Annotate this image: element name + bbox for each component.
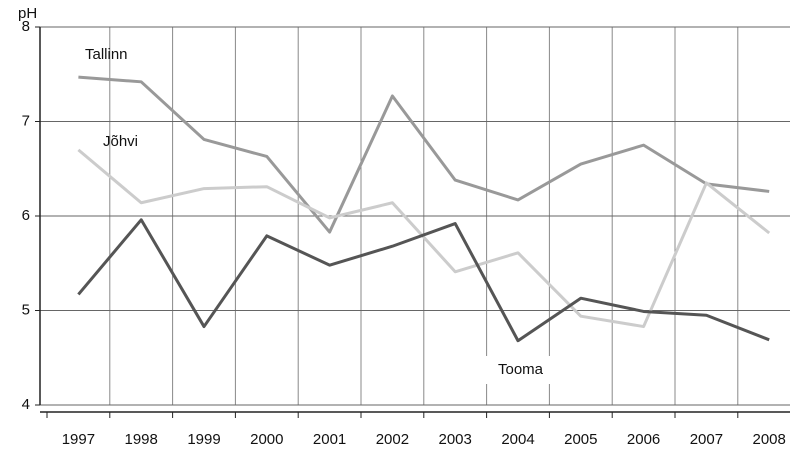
x-tick-label: 1998: [125, 431, 158, 448]
label-box: [486, 356, 556, 384]
y-tick-label: 7: [22, 112, 30, 129]
y-tick-label: 6: [22, 207, 30, 224]
x-tick-label: 2000: [250, 431, 283, 448]
y-tick-label: 8: [22, 18, 30, 35]
y-tick-label: 5: [22, 301, 30, 318]
x-tick-label: 1997: [62, 431, 95, 448]
y-tick-label: 4: [22, 396, 30, 413]
x-tick-label: 2002: [376, 431, 409, 448]
x-tick-label: 2006: [627, 431, 660, 448]
y-axis-label: pH: [18, 5, 37, 22]
series-label: Tallinn: [85, 46, 128, 63]
x-tick-label: 2004: [501, 431, 534, 448]
x-tick-label: 2007: [690, 431, 723, 448]
series-line: [77, 148, 771, 329]
x-tick-label: 1999: [187, 431, 220, 448]
x-tick-label: 2005: [564, 431, 597, 448]
series-line: [77, 218, 770, 343]
x-tick-label: 2008: [753, 431, 786, 448]
series-line: [78, 75, 770, 234]
series-label: Tooma: [498, 361, 544, 378]
x-tick-label: 2001: [313, 431, 346, 448]
series-label: Jõhvi: [103, 133, 138, 150]
x-tick-label: 2003: [439, 431, 472, 448]
